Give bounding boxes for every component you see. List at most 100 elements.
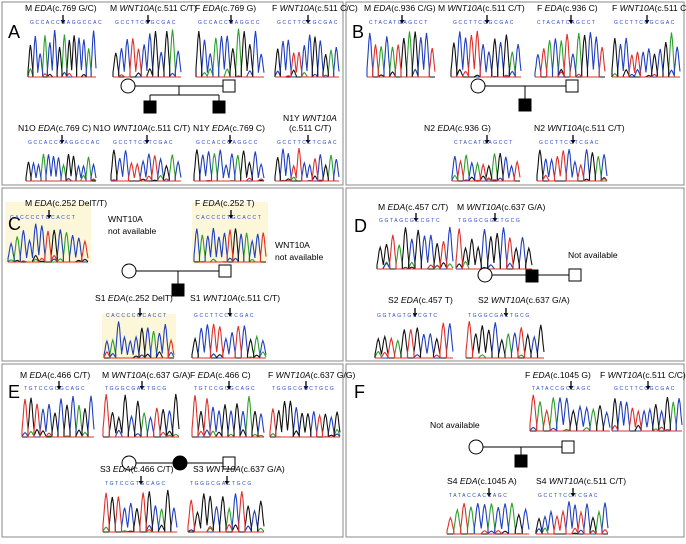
trace-label: F EDA(c.466 C) bbox=[190, 370, 251, 380]
chromatogram-peaks bbox=[451, 152, 521, 182]
trace-label: S3 WNT10A(c.637 G/A) bbox=[193, 464, 285, 474]
arrow-head bbox=[60, 20, 66, 24]
chromatogram-peaks bbox=[534, 32, 606, 78]
trace-sequence: GCCACCGAGGCCAC bbox=[30, 20, 103, 26]
arrow-head bbox=[228, 20, 234, 24]
trace-sequence: TATACCACCAGC bbox=[449, 493, 508, 499]
arrow-head bbox=[227, 313, 233, 317]
trace-sequence: CTACATCAGCCT bbox=[537, 20, 597, 26]
trace-t bbox=[535, 33, 606, 78]
chromatogram-peaks bbox=[374, 322, 454, 359]
trace-label: M WNT10A(c.511 C/T) bbox=[110, 3, 197, 13]
trace-label: M WNT10A(c.637 G/A) bbox=[457, 202, 545, 212]
trace-t bbox=[611, 407, 682, 432]
trace-sequence: GCCACCGAGGCC bbox=[198, 20, 261, 26]
arrow-head bbox=[484, 20, 490, 24]
father-symbol bbox=[561, 440, 575, 454]
trace-c bbox=[451, 31, 522, 78]
arrow-head bbox=[570, 493, 576, 497]
trace-t bbox=[275, 148, 339, 182]
trace-sequence: GCCTTCCGCGAC bbox=[453, 20, 515, 26]
panel-f bbox=[345, 363, 685, 538]
father-symbol bbox=[565, 79, 579, 93]
trace-label: N1O WNT10A(c.511 C/T) bbox=[93, 123, 190, 133]
chromatogram-peaks bbox=[193, 227, 267, 263]
arrow-head bbox=[645, 386, 651, 390]
panel-letter: B bbox=[352, 22, 364, 42]
trace-label: N2 EDA(c.936 G) bbox=[424, 123, 491, 133]
trace-sequence: CACCCCTGCACCT bbox=[10, 215, 76, 221]
trace-sequence: TGGGCGACTGCG bbox=[190, 481, 253, 487]
trace-sequence: GGTAGTGCCGTC bbox=[377, 313, 439, 319]
chromatogram-peaks bbox=[25, 153, 97, 182]
arrow-head bbox=[644, 20, 650, 24]
trace-g bbox=[192, 403, 264, 438]
trace-t bbox=[465, 321, 544, 359]
trace-t bbox=[367, 44, 436, 78]
chromatogram-peaks bbox=[450, 30, 522, 78]
chromatogram-peaks bbox=[366, 31, 436, 78]
chromatogram-peaks bbox=[455, 227, 533, 270]
chromatogram-peaks bbox=[269, 400, 341, 439]
panel-letter: D bbox=[354, 216, 367, 236]
chromatogram-peaks bbox=[103, 321, 175, 360]
trace-label: M EDA(c.936 C/G) bbox=[364, 3, 436, 13]
trace-sequence: TGTCCGCGCAGC bbox=[194, 386, 256, 392]
chromatogram-peaks bbox=[193, 149, 265, 182]
trace-t bbox=[446, 503, 529, 535]
trace-sequence: GCCACCCAGGCC bbox=[196, 140, 259, 146]
trace-g bbox=[270, 400, 341, 439]
trace-g bbox=[188, 493, 265, 533]
arrow-head bbox=[399, 20, 405, 24]
trace-sequence: CTACATGAGCCT bbox=[369, 20, 429, 26]
affected-son-n2 bbox=[518, 98, 532, 112]
trace-t bbox=[269, 408, 340, 438]
trace-g bbox=[376, 227, 453, 270]
trace-label: S1 EDA(c.252 DelT) bbox=[95, 293, 173, 303]
arrow-head bbox=[46, 215, 52, 219]
trace-g bbox=[455, 233, 533, 270]
trace-t bbox=[375, 322, 453, 359]
trace-g bbox=[530, 405, 610, 432]
panel-letter: E bbox=[8, 382, 20, 402]
arrow-head bbox=[139, 386, 145, 390]
trace-t bbox=[377, 234, 453, 270]
arrow-head bbox=[226, 386, 232, 390]
arrow-head bbox=[486, 493, 492, 497]
arrow-head bbox=[484, 140, 490, 144]
arrow-head bbox=[305, 20, 311, 24]
chromatogram-peaks bbox=[112, 29, 182, 78]
trace-sequence: TGTCCGCGCAGC bbox=[24, 386, 86, 392]
trace-sequence: CTACATGAGCCT bbox=[454, 140, 514, 146]
trace-g bbox=[466, 324, 545, 359]
father-symbol bbox=[218, 264, 232, 278]
arrow-head bbox=[412, 313, 418, 317]
trace-label: S4 WNT10A(c.511 C/T) bbox=[536, 476, 626, 486]
chromatogram-peaks bbox=[7, 223, 89, 263]
na-text: Not available bbox=[430, 420, 480, 430]
trace-t bbox=[455, 228, 532, 270]
trace-t bbox=[536, 509, 609, 535]
panel-a bbox=[1, 1, 344, 186]
chromatogram-peaks bbox=[274, 148, 340, 182]
panel-d bbox=[345, 187, 685, 362]
trace-label: F WNT10A(c.511 C/C) bbox=[272, 3, 358, 13]
trace-label: F EDA(c.252 T) bbox=[195, 198, 255, 208]
trace-g bbox=[22, 397, 94, 439]
arrow-head bbox=[144, 140, 150, 144]
trace-sequence: TATACCGCCAGC bbox=[532, 386, 592, 392]
trace-label: F EDA(c.936 C) bbox=[537, 3, 598, 13]
trace-label: M EDA(c.769 G/C) bbox=[25, 3, 97, 13]
arrow-head bbox=[492, 218, 498, 222]
trace-t bbox=[192, 323, 266, 359]
trace-label: F EDA(c.769 G) bbox=[195, 3, 256, 13]
trace-label: F WNT10A(c.511 C/C) bbox=[612, 3, 686, 13]
trace-label: N1Y EDA(c.769 C) bbox=[193, 123, 265, 133]
arrow-head bbox=[570, 140, 576, 144]
trace-label: N1Y WNT10A (c.511 C/T) bbox=[283, 113, 337, 133]
chromatogram-peaks bbox=[21, 395, 95, 439]
chromatogram-peaks bbox=[102, 393, 180, 438]
arrow-head bbox=[224, 481, 230, 485]
arrow-head bbox=[568, 386, 574, 390]
trace-t bbox=[191, 395, 264, 438]
